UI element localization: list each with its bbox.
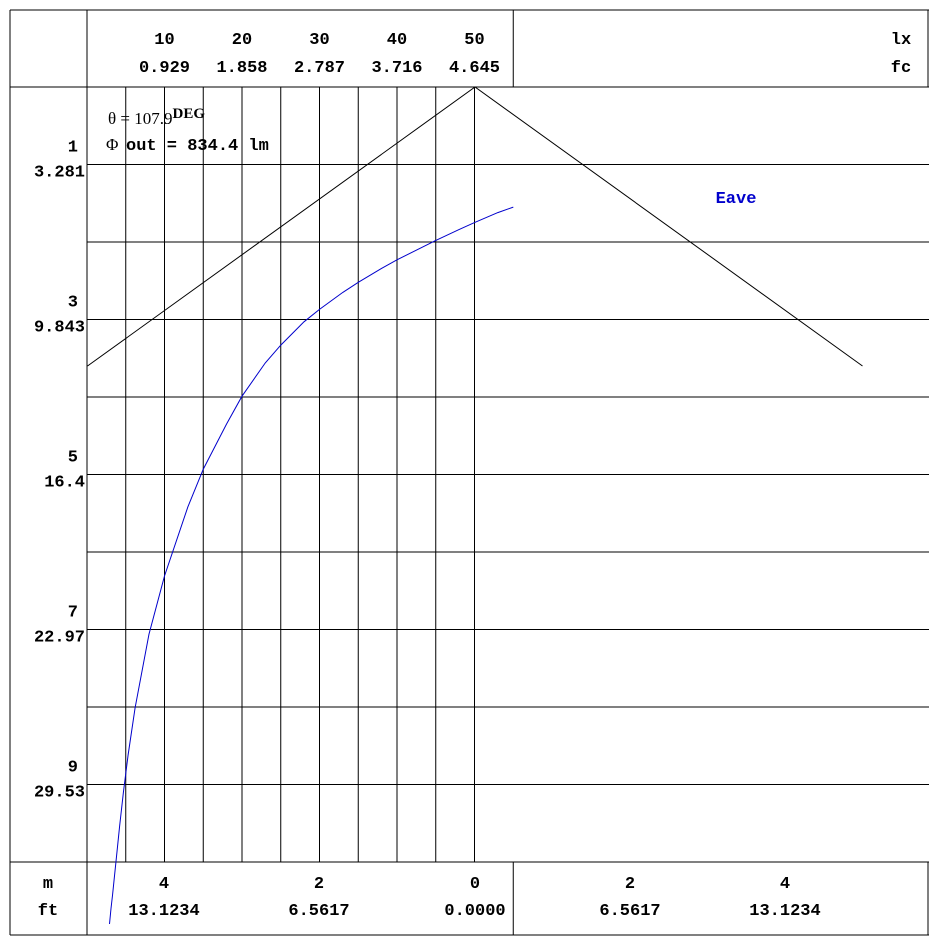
bottom-tick-m: 2 bbox=[625, 875, 635, 894]
top-tick-lx: 10 bbox=[154, 31, 174, 50]
bottom-tick-ft: 6.5617 bbox=[288, 902, 349, 921]
bottom-tick-ft: 13.1234 bbox=[128, 902, 199, 921]
series-label-eave: Eave bbox=[716, 190, 757, 209]
left-tick-m: 3 bbox=[68, 294, 78, 313]
bottom-tick-m: 2 bbox=[314, 875, 324, 894]
bottom-tick-m: 4 bbox=[159, 875, 169, 894]
bottom-unit-ft: ft bbox=[38, 902, 58, 921]
series-line-eave bbox=[109, 206, 514, 925]
top-tick-fc: 4.645 bbox=[449, 59, 500, 78]
top-tick-fc: 3.716 bbox=[371, 59, 422, 78]
left-tick-m: 5 bbox=[68, 449, 78, 468]
top-tick-fc: 1.858 bbox=[216, 59, 267, 78]
top-tick-fc: 2.787 bbox=[294, 59, 345, 78]
theta-unit: DEG bbox=[172, 106, 205, 122]
beam-cone bbox=[87, 86, 863, 367]
top-tick-lx: 40 bbox=[387, 31, 407, 50]
left-tick-ft: 3.281 bbox=[34, 164, 85, 183]
top-tick-fc: 0.929 bbox=[139, 59, 190, 78]
bottom-tick-m: 0 bbox=[470, 875, 480, 894]
bottom-tick-ft: 6.5617 bbox=[599, 902, 660, 921]
top-tick-lx: 50 bbox=[464, 31, 484, 50]
bottom-tick-m: 4 bbox=[780, 875, 790, 894]
theta-annotation: θ = 107.9DEG bbox=[108, 106, 205, 128]
bottom-tick-ft: 13.1234 bbox=[749, 902, 820, 921]
grid-lines bbox=[87, 87, 929, 862]
left-tick-ft: 9.843 bbox=[34, 319, 85, 338]
chart-frame bbox=[9, 9, 929, 936]
left-tick-m: 1 bbox=[68, 139, 78, 158]
left-tick-m: 9 bbox=[68, 759, 78, 778]
left-tick-m: 7 bbox=[68, 604, 78, 623]
bottom-tick-ft: 0.0000 bbox=[444, 902, 505, 921]
top-tick-lx: 30 bbox=[309, 31, 329, 50]
annotations: θ = 107.9DEG Φ out = 834.4 lm bbox=[106, 106, 269, 156]
flux-annotation: out = 834.4 lm bbox=[126, 137, 269, 156]
left-tick-ft: 29.53 bbox=[34, 784, 85, 803]
axis-labels: 100.929201.858302.787403.716504.645lxfc1… bbox=[34, 31, 911, 921]
left-tick-ft: 16.4 bbox=[44, 474, 85, 493]
flux-symbol: Φ bbox=[106, 135, 118, 154]
top-tick-lx: 20 bbox=[232, 31, 252, 50]
top-unit-lx: lx bbox=[891, 31, 911, 50]
top-unit-fc: fc bbox=[891, 59, 911, 78]
left-tick-ft: 22.97 bbox=[34, 629, 85, 648]
bottom-unit-m: m bbox=[43, 875, 53, 894]
beam-cone-lines bbox=[87, 86, 863, 367]
series-layer: Eave bbox=[109, 190, 757, 925]
